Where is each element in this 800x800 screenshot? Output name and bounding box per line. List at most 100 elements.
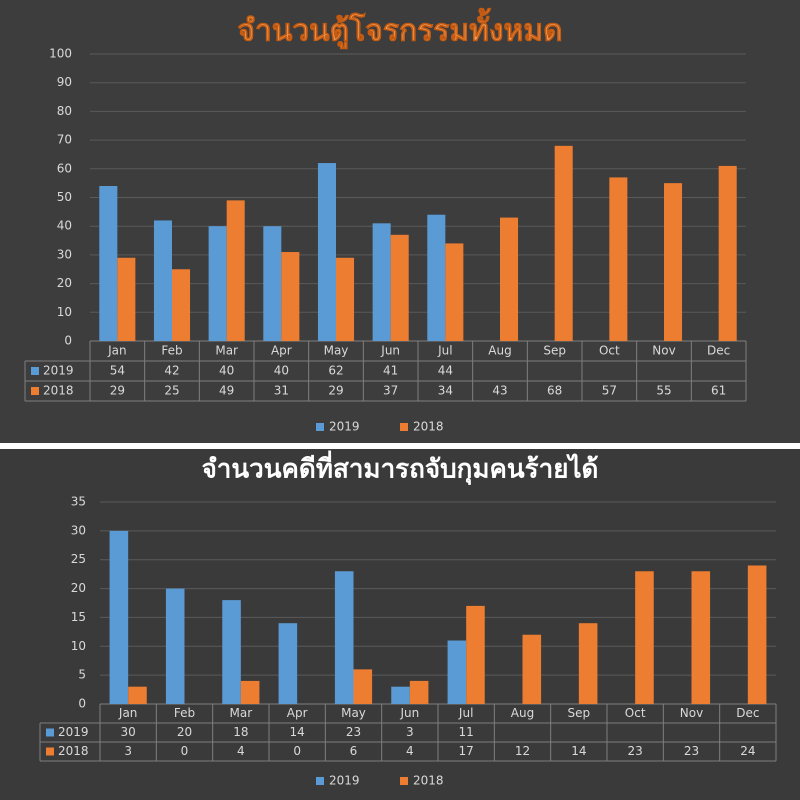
x-tick-label: Apr bbox=[271, 344, 292, 358]
table-cell: 14 bbox=[290, 725, 305, 739]
table-cell: 4 bbox=[237, 744, 245, 758]
bar bbox=[128, 686, 147, 704]
bar bbox=[635, 571, 654, 704]
y-tick-label: 5 bbox=[78, 668, 86, 682]
chart-title: จำนวนตู้โจรกรรมทั้งหมด bbox=[237, 8, 562, 50]
bar bbox=[522, 634, 542, 704]
y-tick-label: 10 bbox=[57, 305, 72, 319]
table-cell: 62 bbox=[328, 364, 343, 378]
x-tick-label: May bbox=[341, 706, 366, 720]
bar bbox=[447, 640, 467, 704]
x-tick-label: Feb bbox=[161, 344, 182, 358]
table-cell: 55 bbox=[656, 384, 671, 398]
bar bbox=[263, 226, 282, 341]
x-tick-label: Jan bbox=[107, 344, 127, 358]
x-tick-label: Sep bbox=[543, 344, 566, 358]
bar bbox=[390, 234, 409, 341]
bar bbox=[445, 243, 464, 341]
bar bbox=[500, 217, 519, 341]
x-tick-label: Mar bbox=[215, 344, 238, 358]
table-cell: 23 bbox=[628, 744, 643, 758]
table-legend-key bbox=[46, 728, 54, 737]
y-tick-label: 60 bbox=[57, 161, 72, 175]
y-tick-label: 80 bbox=[57, 104, 72, 118]
table-cell: 0 bbox=[181, 744, 189, 758]
x-tick-label: Jun bbox=[380, 344, 400, 358]
y-tick-label: 40 bbox=[57, 219, 72, 233]
x-tick-label: Jun bbox=[399, 706, 419, 720]
y-tick-label: 50 bbox=[57, 190, 72, 204]
table-cell: 11 bbox=[459, 725, 474, 739]
separator bbox=[0, 443, 800, 449]
legend-label: 2019 bbox=[329, 774, 360, 788]
table-cell: 37 bbox=[383, 384, 398, 398]
bar bbox=[240, 680, 260, 704]
y-tick-label: 30 bbox=[57, 247, 72, 261]
table-cell: 12 bbox=[515, 744, 530, 758]
x-tick-label: Nov bbox=[652, 344, 675, 358]
table-cell: 4 bbox=[406, 744, 414, 758]
table-legend-key bbox=[31, 367, 39, 375]
legend-key bbox=[316, 777, 324, 785]
y-tick-label: 100 bbox=[49, 47, 72, 61]
bar bbox=[226, 200, 245, 341]
bar bbox=[427, 214, 446, 341]
legend-key bbox=[400, 777, 408, 785]
bar bbox=[336, 257, 355, 341]
bar bbox=[554, 145, 573, 341]
table-cell: 29 bbox=[110, 384, 125, 398]
table-cell: 43 bbox=[492, 384, 507, 398]
table-cell: 3 bbox=[124, 744, 132, 758]
y-tick-label: 20 bbox=[57, 276, 72, 290]
y-tick-label: 20 bbox=[71, 581, 86, 595]
table-row-label: 2018 bbox=[58, 744, 89, 758]
x-tick-label: Jul bbox=[458, 706, 473, 720]
table-cell: 3 bbox=[406, 725, 414, 739]
legend-label: 2018 bbox=[413, 774, 444, 788]
y-tick-label: 35 bbox=[71, 495, 86, 509]
table-cell: 24 bbox=[740, 744, 755, 758]
table-legend-key bbox=[31, 387, 39, 395]
table-cell: 57 bbox=[602, 384, 617, 398]
chart-title: จำนวนคดีที่สามารถจับกุมคนร้ายได้ bbox=[202, 450, 599, 486]
table-cell: 0 bbox=[293, 744, 301, 758]
y-tick-label: 25 bbox=[71, 552, 86, 566]
bar bbox=[578, 623, 598, 704]
table-cell: 30 bbox=[121, 725, 136, 739]
y-tick-label: 0 bbox=[78, 697, 86, 711]
table-cell: 20 bbox=[177, 725, 192, 739]
bar bbox=[165, 588, 185, 704]
table-cell: 41 bbox=[383, 364, 398, 378]
bar bbox=[99, 186, 118, 341]
table-cell: 61 bbox=[711, 384, 726, 398]
table-cell: 68 bbox=[547, 384, 562, 398]
table-cell: 49 bbox=[219, 384, 234, 398]
table-cell: 34 bbox=[438, 384, 453, 398]
bar bbox=[747, 565, 767, 704]
bar bbox=[317, 163, 336, 341]
y-tick-label: 0 bbox=[64, 334, 72, 348]
table-cell: 40 bbox=[274, 364, 289, 378]
table-cell: 6 bbox=[350, 744, 358, 758]
bar bbox=[172, 269, 191, 341]
table-cell: 44 bbox=[438, 364, 453, 378]
y-tick-label: 15 bbox=[71, 610, 86, 624]
table-cell: 40 bbox=[219, 364, 234, 378]
table-legend-key bbox=[46, 747, 54, 756]
bar bbox=[353, 669, 373, 704]
bar bbox=[664, 183, 683, 341]
bar bbox=[372, 223, 391, 341]
bar bbox=[334, 571, 354, 704]
table-cell: 31 bbox=[274, 384, 289, 398]
x-tick-label: Dec bbox=[707, 344, 730, 358]
bar bbox=[391, 686, 410, 704]
x-tick-label: Jul bbox=[437, 344, 452, 358]
bar bbox=[109, 530, 129, 704]
bar bbox=[153, 220, 172, 341]
bar bbox=[278, 623, 298, 704]
legend-label: 2019 bbox=[329, 420, 360, 434]
table-row-label: 2018 bbox=[43, 384, 74, 398]
table-row-label: 2019 bbox=[43, 364, 74, 378]
x-tick-label: Dec bbox=[736, 706, 759, 720]
